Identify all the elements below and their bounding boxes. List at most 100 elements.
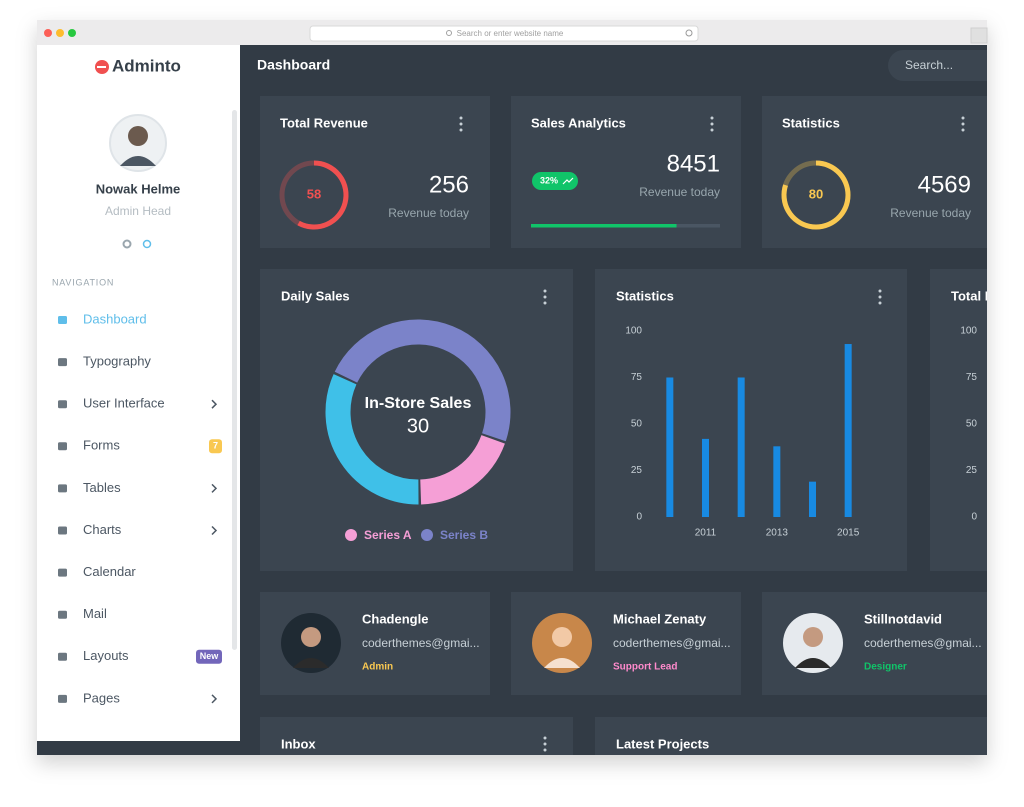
- y-tick-label: 75: [631, 372, 643, 383]
- user-avatar-body: [120, 156, 156, 166]
- donut-center-label: In-Store Sales: [365, 395, 472, 412]
- contact-avatar-head: [803, 627, 823, 647]
- menu-dot[interactable]: [543, 301, 547, 305]
- widget-caption: Revenue today: [890, 206, 971, 220]
- panel-title: Inbox: [281, 736, 316, 751]
- nav-badge-text: New: [200, 651, 220, 661]
- menu-dot[interactable]: [878, 301, 882, 305]
- menu-dot[interactable]: [961, 128, 965, 132]
- menu-dot[interactable]: [543, 289, 547, 293]
- ring-arc: [781, 160, 851, 230]
- menu-dot[interactable]: [459, 116, 463, 120]
- menu-dot[interactable]: [878, 295, 882, 299]
- window-zoom[interactable]: [68, 29, 76, 37]
- widget-title: Sales Analytics: [531, 115, 626, 130]
- nav-badge: [196, 649, 222, 664]
- progress-bar: [531, 224, 677, 228]
- y-tick-label: 100: [960, 326, 977, 337]
- nav-label: Pages: [83, 690, 120, 705]
- chart-card: [260, 269, 573, 571]
- search-placeholder: Search...: [905, 58, 953, 72]
- bar: [702, 438, 709, 517]
- window-close[interactable]: [44, 29, 52, 37]
- contact-email: coderthemes@gmai...: [613, 636, 731, 650]
- y-tick-label: 75: [966, 372, 978, 383]
- contact-email: coderthemes@gmai...: [864, 636, 982, 650]
- bar: [773, 446, 781, 517]
- contact-avatar-body: [544, 658, 580, 668]
- widget-card: [260, 96, 490, 248]
- nav-badge-text: 7: [213, 441, 218, 451]
- widget-title: Statistics: [782, 115, 840, 130]
- y-tick-label: 25: [631, 465, 643, 476]
- sidebar-scrollbar[interactable]: [232, 110, 237, 650]
- chart-title: Total Revenue: [951, 288, 1024, 303]
- main: Dashboard Search... Total Revenue 58 256 Re…: [257, 50, 1024, 755]
- panel-card: [595, 717, 987, 755]
- menu-dot[interactable]: [459, 122, 463, 126]
- menu-dot[interactable]: [961, 116, 965, 120]
- contact-name: Stillnotdavid: [864, 611, 942, 626]
- donut-segment: [334, 319, 511, 442]
- menu-dot[interactable]: [459, 128, 463, 132]
- menu-dot[interactable]: [710, 128, 714, 132]
- nav-chevron: [211, 694, 218, 704]
- contact-role: Admin: [362, 662, 393, 673]
- user-name: Nowak Helme: [96, 181, 181, 196]
- x-tick-label: 2013: [766, 528, 789, 539]
- nav-heading: NAVIGATION: [52, 277, 114, 287]
- bar: [844, 344, 852, 517]
- y-tick-label: 50: [631, 419, 643, 430]
- user-role: Admin Head: [105, 204, 171, 218]
- ring-arc: [297, 160, 349, 230]
- menu-dot[interactable]: [543, 736, 547, 740]
- address-placeholder: Search or enter website name: [457, 29, 564, 38]
- menu-dot[interactable]: [710, 122, 714, 126]
- y-tick-label: 0: [971, 512, 977, 523]
- nav-icon: [58, 316, 67, 324]
- window-minimize[interactable]: [56, 29, 64, 37]
- nav-chevron: [211, 525, 218, 536]
- chart-title: Statistics: [616, 288, 674, 303]
- nav-label: Forms: [83, 438, 120, 453]
- address-bar[interactable]: [309, 25, 699, 42]
- y-tick-label: 25: [966, 465, 978, 476]
- contact-name: Michael Zenaty: [613, 611, 707, 626]
- nav-label: Typography: [83, 354, 151, 369]
- chart-card: [930, 269, 987, 571]
- nav-icon: [58, 526, 67, 535]
- menu-dot[interactable]: [961, 122, 965, 126]
- contact-email: coderthemes@gmai...: [362, 636, 480, 650]
- menu-dot[interactable]: [543, 742, 547, 746]
- menu-dot[interactable]: [543, 748, 547, 752]
- trend-badge-text: 32%: [540, 175, 558, 185]
- panel-card: [260, 717, 573, 755]
- brand-icon-bar: [97, 66, 106, 68]
- legend-swatch: [421, 529, 433, 541]
- contact-role: Support Lead: [613, 662, 677, 673]
- nav-label: Dashboard: [83, 311, 147, 326]
- y-tick-label: 0: [636, 512, 642, 523]
- widget-title: Total Revenue: [280, 115, 368, 130]
- reload-icon[interactable]: [685, 29, 693, 37]
- nav-label: Layouts: [83, 648, 129, 663]
- panel-title: Latest Projects: [616, 736, 709, 751]
- donut-segment: [325, 374, 419, 505]
- settings-icon[interactable]: [122, 239, 132, 249]
- menu-dot[interactable]: [543, 295, 547, 299]
- widget-caption: Revenue today: [639, 185, 720, 199]
- menu-dot[interactable]: [710, 116, 714, 120]
- menu-dot[interactable]: [878, 289, 882, 293]
- donut-segment: [419, 434, 505, 505]
- legend-label: Series A: [364, 528, 412, 542]
- donut-center-value: 30: [407, 415, 429, 437]
- nav-label: User Interface: [83, 396, 165, 411]
- contact-name: Chadengle: [362, 611, 428, 626]
- user-avatar-head: [128, 126, 148, 146]
- new-tab-button[interactable]: [970, 27, 988, 44]
- logout-icon[interactable]: [142, 239, 152, 249]
- search-box[interactable]: [888, 50, 1018, 81]
- bar: [666, 377, 674, 517]
- legend-swatch: [345, 529, 357, 541]
